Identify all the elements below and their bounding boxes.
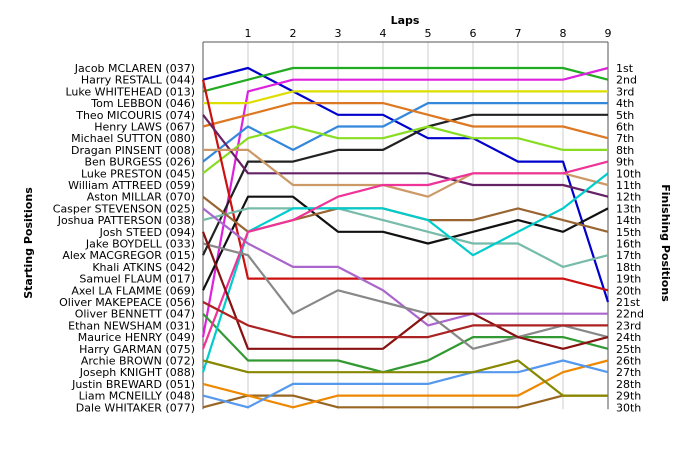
finishing-position-label: 29th (616, 390, 641, 403)
finishing-position-label: 22nd (616, 308, 644, 321)
right-axis-label: Finishing Positions (659, 184, 672, 302)
series-line (201, 172, 609, 373)
series-line (202, 359, 609, 409)
finishing-position-label: 2nd (616, 74, 637, 87)
finishing-position-label: 1st (616, 62, 634, 75)
starting-position-label: Dragan PINSENT (008) (71, 144, 195, 157)
series-line (202, 101, 608, 163)
finishing-position-label: 30th (616, 401, 641, 414)
lap-tick-label: 1 (245, 27, 252, 40)
starting-position-label: Justin BREWARD (051) (71, 378, 195, 391)
lap-tick-labels: 1 2 3 4 5 6 7 8 9 (245, 27, 612, 40)
starting-position-label: Luke WHITEHEAD (013) (65, 85, 195, 98)
starting-position-label: Oliver MAKEPEACE (056) (59, 296, 195, 309)
series-line (202, 114, 609, 198)
series-line (201, 231, 609, 350)
starting-position-label: Michael SUTTON (080) (71, 132, 195, 145)
lap-tick-label: 6 (470, 27, 477, 40)
starting-position-label: William ATTREED (059) (68, 179, 195, 192)
series-line (202, 113, 608, 256)
series-line (202, 242, 609, 350)
starting-position-label: Ethan NEWSHAM (031) (68, 319, 195, 332)
starting-position-label: Tom LEBBON (046) (90, 97, 195, 110)
finishing-position-label: 23rd (616, 319, 641, 332)
finishing-position-label: 13th (616, 202, 641, 215)
series-line (203, 90, 608, 105)
lap-tick-label: 4 (380, 27, 387, 40)
starting-position-labels: Jacob MCLAREN (037)Harry RESTALL (044)Lu… (53, 62, 195, 414)
series-line (202, 312, 609, 374)
starting-position-label: Aston MILLAR (070) (87, 191, 195, 204)
series-line (202, 359, 608, 397)
starting-position-label: Jacob MCLAREN (037) (74, 62, 195, 75)
series-lines (201, 66, 610, 409)
finishing-position-label: 6th (616, 121, 634, 134)
lap-tick-label: 8 (560, 27, 567, 40)
finishing-position-label: 25th (616, 343, 641, 356)
finishing-position-label: 20th (616, 284, 641, 297)
finishing-position-label: 12th (616, 191, 641, 204)
lap-tick-label: 9 (605, 27, 612, 40)
finishing-position-label: 10th (616, 167, 641, 180)
lap-tick-label: 2 (290, 27, 297, 40)
finishing-position-label: 14th (616, 214, 641, 227)
starting-position-label: Maurice HENRY (049) (78, 331, 195, 344)
series-line (202, 66, 609, 93)
starting-position-label: Henry LAWS (067) (94, 121, 195, 134)
series-line (202, 207, 609, 268)
starting-position-label: Dale WHITAKER (077) (76, 401, 195, 414)
finishing-position-label: 9th (616, 156, 634, 169)
starting-position-label: Theo MICOURIS (074) (75, 109, 195, 122)
starting-position-label: Luke PRESTON (045) (81, 167, 195, 180)
starting-position-label: Khali ATKINS (042) (92, 261, 195, 274)
starting-position-label: Ben BURGESS (026) (84, 156, 195, 169)
starting-position-label: Harry GARMAN (075) (79, 343, 195, 356)
series-line (202, 125, 608, 175)
starting-position-label: Oliver BENNETT (047) (75, 308, 195, 321)
finishing-position-label: 18th (616, 261, 641, 274)
lap-tick-label: 7 (515, 27, 522, 40)
series-line (202, 394, 608, 409)
finishing-position-labels: 1st2nd3rd4th5th6th7th8th9th10th11th12th1… (616, 62, 644, 414)
starting-position-label: Joshua PATTERSON (038) (57, 214, 195, 227)
starting-position-label: Josh STEED (094) (99, 226, 195, 239)
chart-title: Laps (391, 14, 420, 27)
series-line (202, 301, 608, 339)
finishing-position-label: 8th (616, 144, 634, 157)
finishing-position-label: 11th (616, 179, 641, 192)
lap-tick-label: 5 (425, 27, 432, 40)
starting-position-label: Casper STEVENSON (025) (53, 202, 195, 215)
series-line (202, 101, 609, 140)
finishing-position-label: 3rd (616, 85, 634, 98)
starting-position-label: Axel LA FLAMME (069) (71, 284, 195, 297)
series-line (202, 66, 610, 303)
series-line (202, 359, 609, 409)
left-axis-label: Starting Positions (22, 187, 35, 299)
series-line (202, 195, 609, 291)
series-line (201, 79, 609, 292)
finishing-position-label: 4th (616, 97, 634, 110)
starting-position-label: Alex MACGREGOR (015) (62, 249, 195, 262)
finishing-position-label: 28th (616, 378, 641, 391)
finishing-position-label: 27th (616, 366, 641, 379)
finishing-position-label: 7th (616, 132, 634, 145)
starting-position-label: Liam MCNEILLY (048) (79, 390, 195, 403)
starting-position-label: Samuel FLAUM (017) (79, 273, 195, 286)
starting-position-label: Archie BROWN (072) (81, 355, 195, 368)
finishing-position-label: 24th (616, 331, 641, 344)
starting-position-label: Jake BOYDELL (033) (85, 238, 195, 251)
lap-tick-label: 3 (335, 27, 342, 40)
finishing-position-label: 26th (616, 355, 641, 368)
finishing-position-label: 5th (616, 109, 634, 122)
finishing-position-label: 19th (616, 273, 641, 286)
starting-position-label: Harry RESTALL (044) (81, 74, 195, 87)
finishing-position-label: 21st (616, 296, 641, 309)
starting-position-label: Joseph KNIGHT (088) (79, 366, 195, 379)
finishing-position-label: 17th (616, 249, 641, 262)
finishing-position-label: 15th (616, 226, 641, 239)
finishing-position-label: 16th (616, 238, 641, 251)
series-line (201, 66, 609, 338)
series-line (201, 160, 609, 350)
